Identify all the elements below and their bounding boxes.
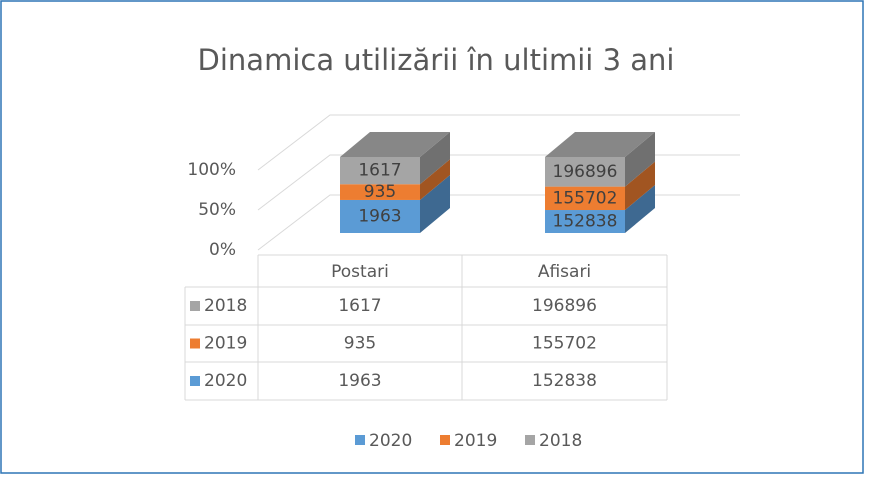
bar-side xyxy=(625,185,655,233)
table-legend-key xyxy=(190,301,200,311)
table-legend-key xyxy=(190,338,200,349)
data-label: 935 xyxy=(364,182,396,202)
table-row-label: 2020 xyxy=(204,371,247,391)
legend-key xyxy=(355,435,365,445)
chart-border xyxy=(0,0,864,474)
bar-side xyxy=(625,161,655,211)
data-label: 1963 xyxy=(358,206,401,226)
bar-segment xyxy=(545,210,625,233)
y-tick-label: 0% xyxy=(209,240,236,260)
data-label: 152838 xyxy=(553,212,618,232)
legend-key xyxy=(440,435,450,445)
grid-line xyxy=(257,114,740,171)
bar-side xyxy=(625,132,655,187)
bar-side xyxy=(420,132,450,185)
bar-top xyxy=(545,132,655,157)
bar-segment xyxy=(340,199,420,233)
table-header: Postari xyxy=(331,262,389,282)
legend-label: 2020 xyxy=(369,431,412,451)
bar-side xyxy=(420,159,450,200)
table-legend-key xyxy=(190,376,200,386)
table-header: Afisari xyxy=(538,262,591,282)
table-cell: 1963 xyxy=(338,371,381,391)
legend-label: 2019 xyxy=(454,431,497,451)
data-label: 155702 xyxy=(553,188,618,208)
table-cell: 935 xyxy=(344,334,376,354)
bar-side xyxy=(420,174,450,233)
data-label: 196896 xyxy=(553,162,618,182)
bar-segment xyxy=(545,186,625,211)
table-row-label: 2019 xyxy=(204,334,247,354)
table-cell: 1617 xyxy=(338,296,381,316)
bar-segment xyxy=(340,184,420,200)
bar-segment xyxy=(545,157,625,187)
legend-key xyxy=(525,435,535,445)
data-label: 1617 xyxy=(358,161,401,181)
table-cell: 155702 xyxy=(532,334,597,354)
bar-segment xyxy=(340,157,420,185)
legend-label: 2018 xyxy=(539,431,582,451)
bar-top xyxy=(340,132,450,157)
y-tick-label: 100% xyxy=(187,160,236,180)
table-cell: 152838 xyxy=(532,371,597,391)
chart-title: Dinamica utilizării în ultimii 3 ani xyxy=(198,43,675,77)
y-tick-label: 50% xyxy=(198,200,236,220)
table-cell: 196896 xyxy=(532,296,597,316)
table-row-label: 2018 xyxy=(204,296,247,316)
